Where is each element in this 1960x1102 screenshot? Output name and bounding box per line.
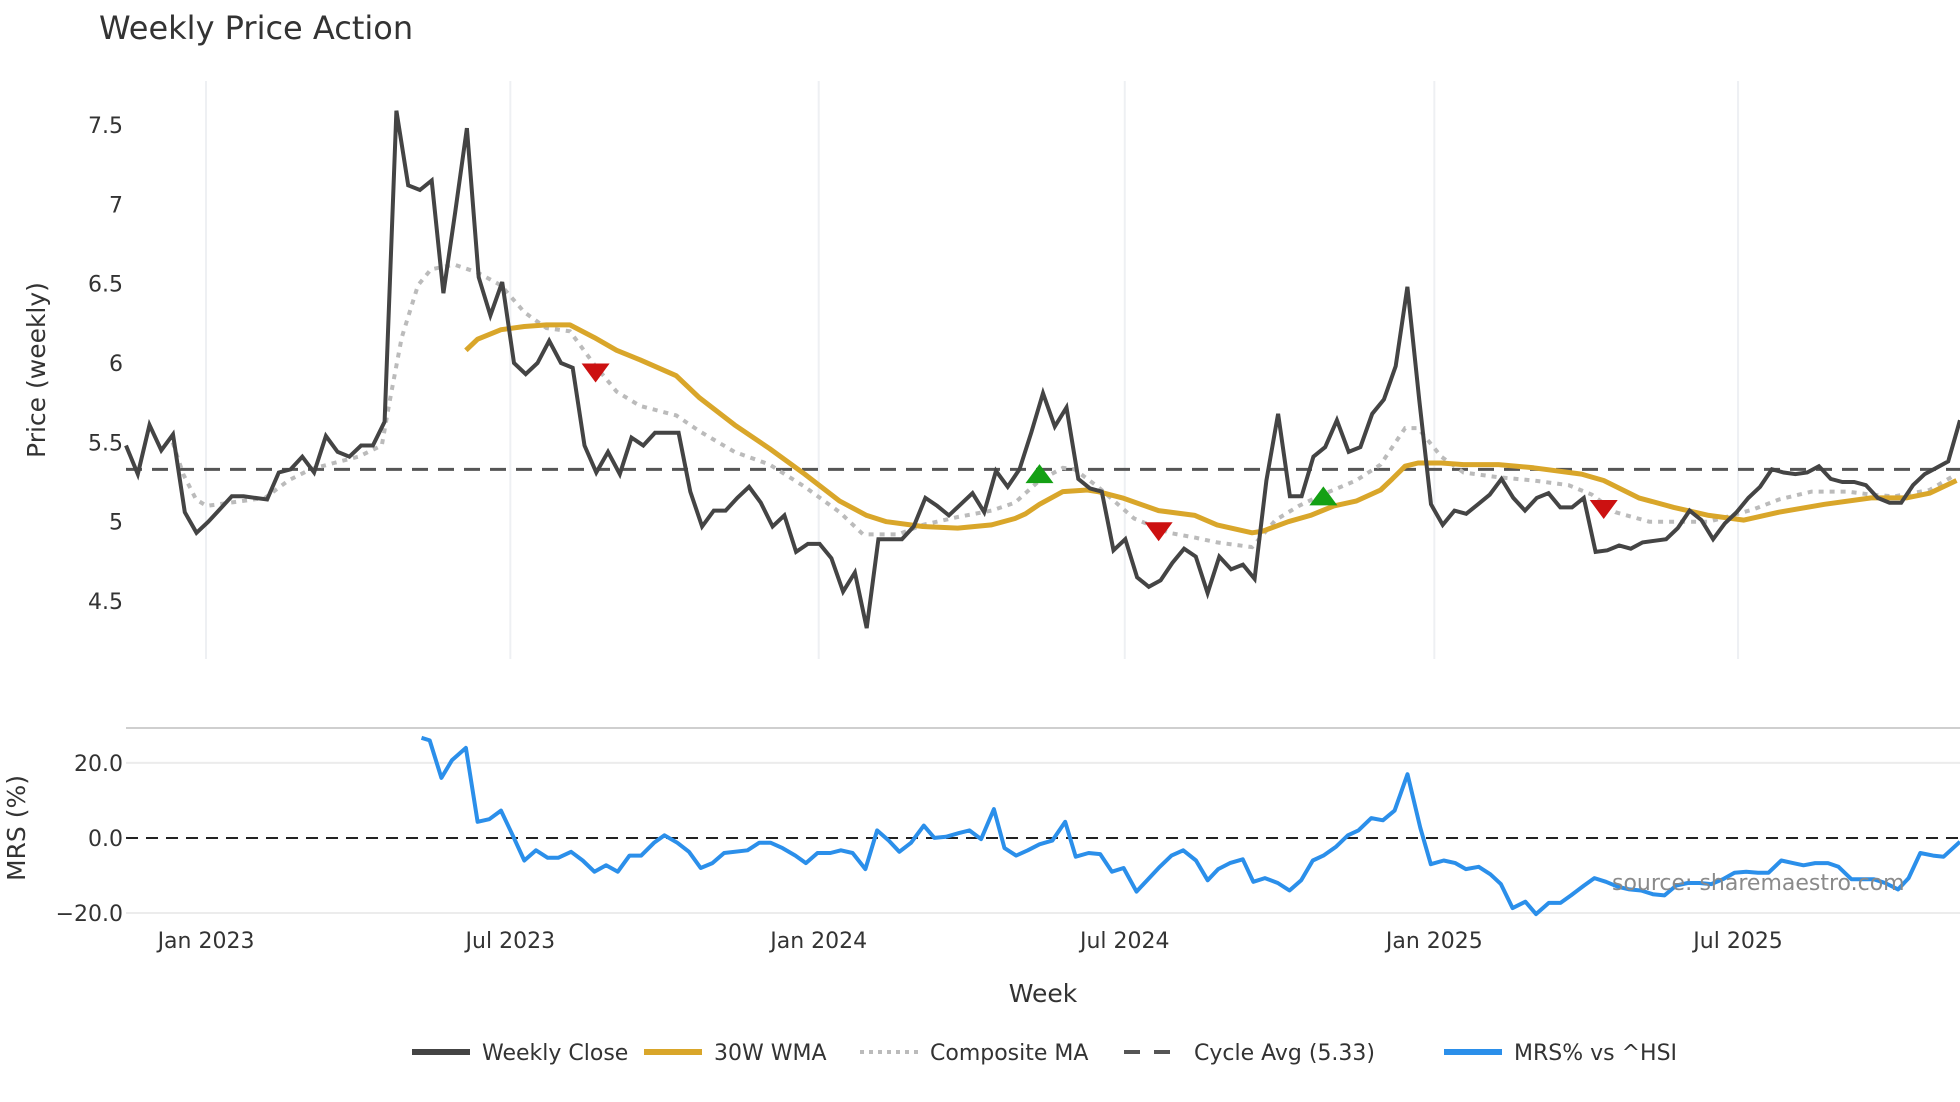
legend-label-wma: 30W WMA (714, 1041, 827, 1066)
y-tick-labels: 4.5 5 5.5 6 6.5 7 7.5 20.0 0.0 −20.0 (56, 114, 123, 927)
sell-signal-marker (581, 363, 610, 383)
legend-label-composite: Composite MA (930, 1041, 1088, 1066)
x-tick-label: Jul 2023 (464, 929, 556, 954)
legend-item-wma: 30W WMA (644, 1041, 827, 1066)
legend-item-cycle: Cycle Avg (5.33) (1124, 1041, 1375, 1066)
price-y-tick-label: 6 (109, 352, 123, 377)
mrs-axis-label: MRS (%) (2, 775, 31, 881)
buy-signal-marker (1309, 486, 1338, 506)
x-tick-label: Jan 2025 (1384, 929, 1483, 954)
price-y-tick-label: 7 (109, 193, 123, 218)
legend-item-composite: Composite MA (860, 1041, 1088, 1066)
sell-signal-marker (1589, 500, 1618, 520)
mrs-panel (126, 735, 1960, 917)
x-tick-label: Jan 2024 (768, 929, 867, 954)
x-tick-label: Jul 2024 (1078, 929, 1170, 954)
legend-label-cycle: Cycle Avg (5.33) (1194, 1041, 1375, 1066)
sell-signal-marker (1144, 522, 1173, 542)
wma-30w-line (464, 322, 1958, 536)
composite-ma-line (170, 262, 1958, 550)
legend-item-close: Weekly Close (412, 1041, 628, 1066)
x-tick-label: Jan 2023 (156, 929, 255, 954)
weekly-close-line (124, 110, 1960, 629)
price-y-tick-label: 4.5 (88, 590, 123, 615)
x-tick-labels: Jan 2023 Jul 2023 Jan 2024 Jul 2024 Jan 2025… (156, 929, 1783, 954)
mrs-y-tick-label: 20.0 (74, 752, 123, 777)
price-panel (124, 110, 1960, 629)
price-y-tick-label: 7.5 (88, 114, 123, 139)
x-axis-label: Week (1009, 979, 1078, 1008)
buy-signal-marker (1025, 464, 1054, 484)
price-y-tick-label: 5 (109, 511, 123, 536)
x-tick-label: Jul 2025 (1691, 929, 1783, 954)
price-axis-label: Price (weekly) (22, 282, 51, 458)
legend-item-mrs: MRS% vs ^HSI (1444, 1041, 1677, 1066)
price-y-tick-label: 5.5 (88, 431, 123, 456)
source-watermark: source: sharemaestro.com (1612, 871, 1905, 896)
mrs-line (420, 735, 1960, 917)
price-y-tick-label: 6.5 (88, 273, 123, 298)
chart-title: Weekly Price Action (99, 9, 413, 47)
mrs-y-tick-label: −20.0 (56, 902, 123, 927)
legend-label-mrs: MRS% vs ^HSI (1514, 1041, 1677, 1066)
grid (126, 81, 1960, 914)
legend: Weekly Close 30W WMA Composite MA Cycle Avg… (412, 1041, 1677, 1066)
mrs-y-tick-label: 0.0 (88, 827, 123, 852)
legend-label-close: Weekly Close (482, 1041, 628, 1066)
